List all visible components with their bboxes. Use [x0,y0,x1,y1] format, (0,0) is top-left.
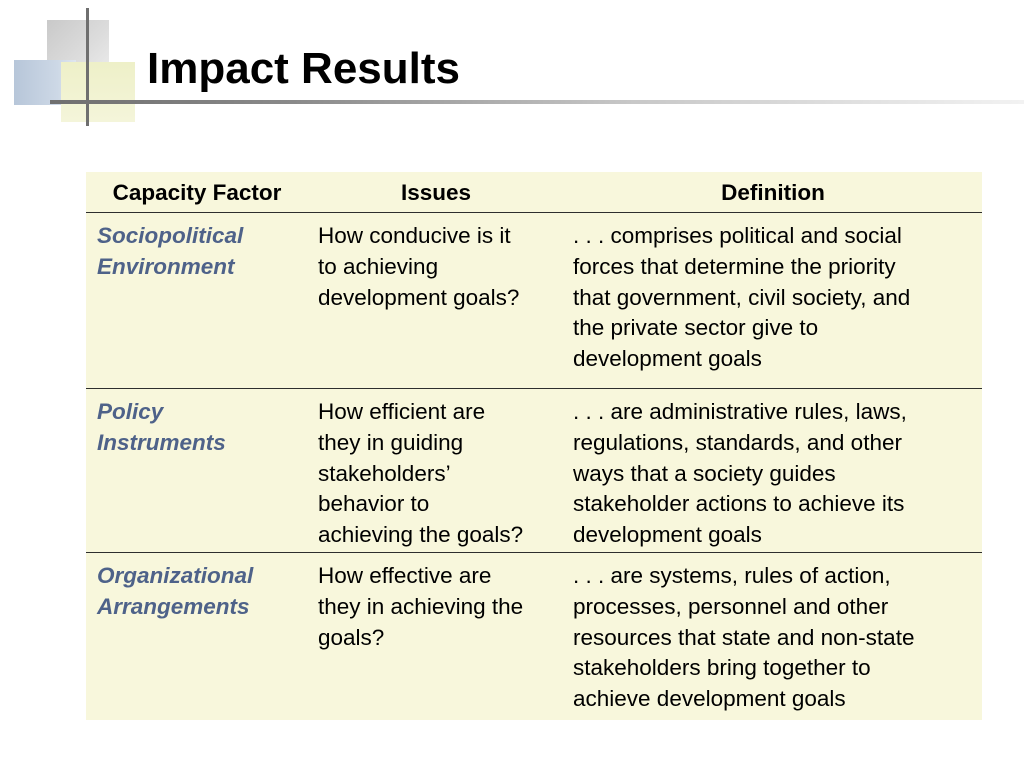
definition-line: processes, personnel and other [573,593,889,619]
issue-cell: How efficient are they in guiding stakeh… [308,389,564,552]
issue-line: to achieving [318,253,439,279]
definition-line: ways that a society guides [573,460,836,486]
page-title: Impact Results [147,44,460,93]
header-capacity-factor: Capacity Factor [112,180,282,205]
table-row: Organizational Arrangements How effectiv… [86,553,982,720]
issue-line: they in achieving the [318,593,524,619]
factor-line: Sociopolitical [97,223,244,248]
definition-line: stakeholder actions to achieve its [573,491,905,517]
definition-line: . . . are administrative rules, laws, [573,399,907,424]
definition-line: . . . comprises political and social [573,223,902,248]
issue-cell: How conducive is it to achieving develop… [308,213,564,388]
table-row: Policy Instruments How efficient are the… [86,389,982,553]
issue-line: development goals? [318,284,520,310]
factor-line: Arrangements [97,593,250,619]
definition-line: the private sector give to [573,315,819,341]
definition-line: development goals [573,522,762,548]
issue-line: achieving the goals? [318,522,524,548]
header-issues: Issues [400,180,472,205]
issue-line: goals? [318,624,385,650]
definition-line: . . . are systems, rules of action, [573,563,891,588]
capacity-table: Capacity Factor Issues Definition Sociop… [86,172,982,720]
definition-line: resources that state and non-state [573,624,915,650]
title-underline [50,100,1024,104]
decorative-yellow-square [61,62,135,122]
factor-cell: Organizational Arrangements [86,553,308,720]
header-definition: Definition [721,180,825,205]
issue-line: How effective are [318,563,492,588]
issue-line: behavior to [318,491,430,517]
definition-line: that government, civil society, and [573,284,911,310]
definition-line: achieve development goals [573,686,846,712]
factor-line: Environment [97,253,235,279]
definition-cell: . . . are administrative rules, laws, re… [564,389,982,552]
issue-line: stakeholders’ [318,460,451,486]
issue-line: How conducive is it [318,223,511,248]
factor-cell: Policy Instruments [86,389,308,552]
definition-line: stakeholders bring together to [573,655,871,681]
definition-line: regulations, standards, and other [573,429,902,455]
table-header-row: Capacity Factor Issues Definition [86,172,982,213]
issue-line: they in guiding [318,429,464,455]
factor-line: Organizational [97,563,254,588]
factor-line: Policy [97,399,164,424]
table-row: Sociopolitical Environment How conducive… [86,213,982,389]
factor-line: Instruments [97,429,226,455]
definition-cell: . . . are systems, rules of action, proc… [564,553,982,720]
issue-line: How efficient are [318,399,486,424]
definition-cell: . . . comprises political and social for… [564,213,982,388]
definition-line: development goals [573,346,762,372]
issue-cell: How effective are they in achieving the … [308,553,564,720]
definition-line: forces that determine the priority [573,253,896,279]
decorative-vertical-line [86,8,89,126]
factor-cell: Sociopolitical Environment [86,213,308,388]
